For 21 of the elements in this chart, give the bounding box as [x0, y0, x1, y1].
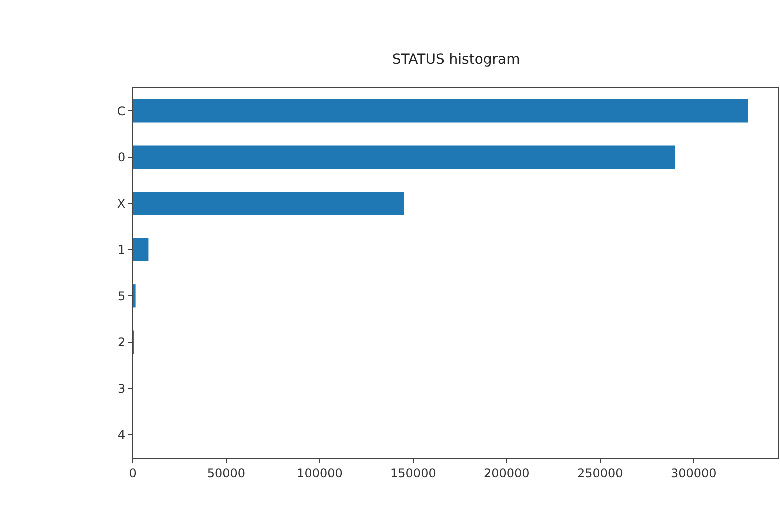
- bar: [133, 146, 676, 169]
- x-tick-label: 200000: [484, 466, 530, 480]
- bar: [133, 284, 136, 308]
- y-tick-label: 4: [118, 428, 126, 442]
- chart-title: STATUS histogram: [392, 52, 520, 68]
- x-tick-label: 0: [129, 466, 137, 480]
- y-tick-label: 5: [118, 289, 126, 304]
- x-tick-label: 50000: [207, 466, 246, 480]
- y-tick-label: 0: [118, 150, 126, 165]
- x-tick-label: 300000: [670, 466, 717, 480]
- bar: [133, 100, 748, 123]
- y-tick-label: 3: [118, 382, 126, 396]
- y-tick-label: X: [117, 196, 126, 211]
- bar: [133, 192, 404, 216]
- x-tick-label: 100000: [297, 466, 343, 480]
- x-tick-label: 150000: [390, 466, 436, 480]
- bar: [133, 238, 149, 262]
- x-tick-label: 250000: [577, 466, 624, 480]
- y-tick-label: 2: [118, 336, 126, 350]
- y-tick-label: C: [117, 104, 126, 118]
- y-tick-label: 1: [118, 243, 126, 258]
